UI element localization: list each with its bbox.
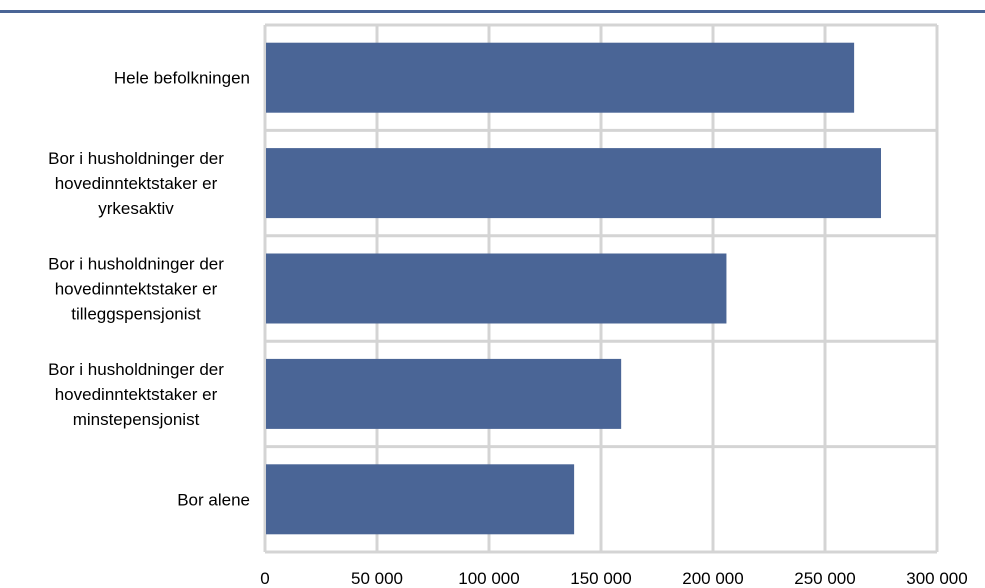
x-tick-label: 150 000	[570, 569, 631, 588]
bar	[266, 253, 727, 324]
category-label-line: hovedinntektstaker er	[55, 174, 218, 193]
header-rule	[0, 10, 985, 13]
category-label-line: Bor alene	[177, 490, 250, 509]
category-label-line: yrkesaktiv	[98, 199, 174, 218]
category-label: Hele befolkningen	[114, 69, 250, 88]
x-tick-label: 200 000	[682, 569, 743, 588]
category-label: Bor i husholdninger der hovedinntektstake…	[48, 360, 224, 429]
category-label-line: minstepensjonist	[73, 410, 200, 429]
x-tick-label: 250 000	[794, 569, 855, 588]
x-tick-label: 50 000	[351, 569, 403, 588]
category-label: Bor alene	[177, 490, 250, 509]
category-label: Bor i husholdninger der hovedinntektstake…	[48, 255, 224, 324]
category-label-line: Bor i husholdninger der	[48, 149, 224, 168]
bar	[266, 42, 855, 113]
category-label-line: Bor i husholdninger der	[48, 360, 224, 379]
bar	[266, 358, 622, 429]
x-tick-label: 100 000	[458, 569, 519, 588]
category-label-line: hovedinntektstaker er	[55, 280, 218, 299]
category-label-line: hovedinntektstaker er	[55, 385, 218, 404]
bar	[266, 464, 575, 535]
bar	[266, 148, 881, 219]
x-tick-label: 300 000	[906, 569, 967, 588]
x-tick-label: 0	[260, 569, 269, 588]
category-label-line: Bor i husholdninger der	[48, 255, 224, 274]
category-label-line: Hele befolkningen	[114, 69, 250, 88]
category-label-line: tilleggspensjonist	[71, 305, 201, 324]
category-label: Bor i husholdninger der hovedinntektstake…	[48, 149, 224, 218]
